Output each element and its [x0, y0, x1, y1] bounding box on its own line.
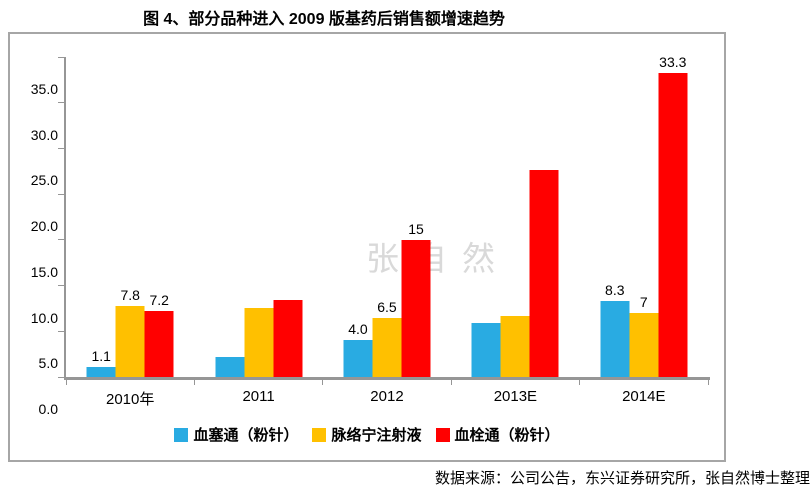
chart-legend: 血塞通（粉针） 脉络宁注射液 血栓通（粉针）	[10, 424, 724, 445]
bar-series1-2010年: 1.1	[86, 348, 116, 377]
bar-value-label: 1.1	[91, 347, 111, 364]
watermark-text: 张自然	[366, 242, 510, 278]
x-axis-line	[64, 377, 710, 380]
bar-value-label: 15	[408, 220, 424, 237]
legend-item-series1: 血塞通（粉针）	[174, 424, 298, 445]
bar-series2-2014E: 7	[629, 294, 659, 377]
bar-series1-2013E	[471, 323, 501, 377]
bar-value-label: 33.3	[659, 53, 687, 70]
category-slot: 2011	[194, 57, 322, 405]
x-axis-tick	[450, 380, 452, 385]
x-axis-tick	[322, 380, 324, 385]
bar-value-label: 6.5	[377, 298, 397, 315]
plot-area: 1.1 7.8 7.2 2010年 2011 4.0 6.5 15 2012 2013E 8.3 7 3…	[58, 54, 710, 408]
bar-series1-2012: 4.0	[343, 321, 373, 377]
bar-series2-2010年: 7.8	[115, 287, 145, 377]
legend-swatch-icon	[312, 427, 327, 442]
bar-group: 8.3 7 33.3	[600, 54, 688, 377]
y-axis-labels: 0.0 5.0 10.0 15.0 20.0 25.0 30.0 35.0	[12, 82, 58, 416]
y-tick-label: 35.0	[30, 81, 58, 97]
figure-title: 图 4、部分品种进入 2009 版基药后销售额增速趋势	[143, 11, 505, 28]
y-axis-tick	[58, 376, 64, 378]
x-axis-tick	[65, 380, 67, 385]
category-slot: 4.0 6.5 15 2012	[323, 57, 451, 405]
y-tick-label: 30.0	[30, 126, 58, 143]
data-source-note: 数据来源：公司公告，东兴证券研究所，张自然博士整理	[434, 471, 810, 487]
y-axis-tick	[58, 56, 64, 58]
legend-label: 脉络宁注射液	[331, 427, 422, 444]
y-tick-label: 10.0	[30, 309, 58, 326]
y-axis-tick	[58, 285, 64, 287]
x-category-label: 2010年	[106, 391, 155, 408]
y-axis-tick	[58, 102, 64, 104]
bar-value-label: 7.8	[120, 286, 140, 303]
bar-group: 1.1 7.8 7.2	[86, 287, 174, 377]
bar-group	[215, 300, 303, 377]
bar-series2-2013E	[500, 315, 530, 377]
bar-value-label: 7.2	[149, 292, 169, 309]
bar-group: 4.0 6.5 15	[343, 221, 431, 377]
bar-group	[471, 170, 559, 377]
y-axis-tick	[58, 330, 64, 332]
legend-swatch-icon	[174, 427, 189, 442]
y-tick-label: 5.0	[38, 355, 58, 372]
y-tick-label: 15.0	[30, 263, 58, 280]
legend-item-series2: 脉络宁注射液	[312, 424, 422, 445]
x-category-label: 2012	[370, 388, 404, 405]
bar-series2-2012: 6.5	[372, 299, 402, 377]
bar-series3-2010年: 7.2	[144, 292, 174, 377]
x-category-label: 2011	[242, 388, 275, 405]
y-axis-tick	[58, 147, 64, 149]
category-slot: 1.1 7.8 7.2 2010年	[66, 57, 194, 408]
y-axis-line	[64, 57, 66, 380]
x-axis-tick	[193, 380, 195, 385]
legend-swatch-icon	[435, 427, 450, 442]
y-axis-tick	[58, 193, 64, 195]
bar-value-label: 4.0	[348, 321, 368, 338]
bar-series3-2011	[273, 300, 303, 377]
y-tick-label: 20.0	[30, 218, 58, 235]
x-axis-tick	[579, 380, 581, 385]
bar-series1-2011	[215, 356, 245, 377]
legend-label: 血塞通（粉针）	[193, 427, 299, 444]
bar-series1-2014E: 8.3	[600, 282, 630, 377]
bar-value-label: 8.3	[605, 282, 625, 299]
legend-item-series3: 血栓通（粉针）	[435, 424, 560, 445]
x-category-label: 2013E	[493, 388, 538, 405]
bar-series2-2011	[244, 308, 274, 377]
chart-box: 张自然 0.0 5.0 10.0 15.0 20.0 25.0 30.0 35.0 1.1 7.…	[8, 32, 726, 462]
y-tick-label: 0.0	[38, 401, 58, 417]
bar-series3-2014E: 33.3	[658, 54, 688, 377]
bar-series3-2013E	[529, 170, 559, 377]
x-category-label: 2014E	[622, 388, 666, 405]
bar-series3-2012: 15	[401, 221, 431, 377]
x-axis-tick	[707, 380, 709, 385]
y-axis-tick	[58, 239, 64, 241]
category-slot: 2013E	[451, 57, 579, 405]
bar-value-label: 7	[639, 294, 648, 310]
legend-label: 血栓通（粉针）	[454, 427, 560, 444]
category-slot: 8.3 7 33.3 2014E	[580, 54, 708, 405]
y-tick-label: 25.0	[30, 172, 58, 189]
